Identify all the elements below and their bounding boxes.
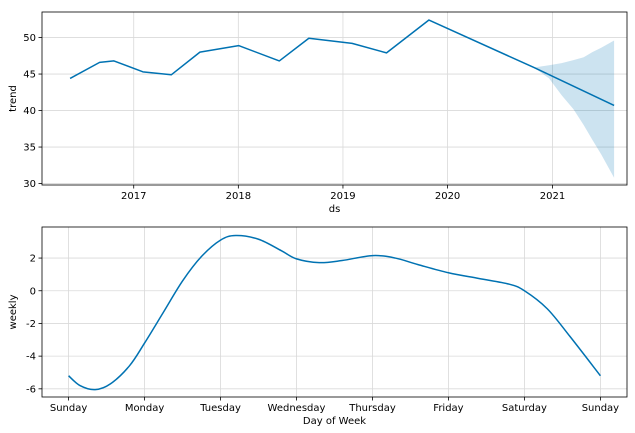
trend-uncertainty-band — [533, 40, 615, 178]
y-tick-label: 30 — [23, 179, 36, 190]
trend-line — [69, 19, 615, 107]
trend-x-axis-label: ds — [329, 204, 341, 215]
x-tick-label: Wednesday — [268, 403, 326, 414]
x-tick-label: Sunday — [582, 403, 619, 414]
weekly-y-axis-label: weekly — [8, 294, 19, 329]
weekly-ticks: Sunday Monday Tuesday Wednesday Thursday Frid… — [26, 254, 619, 414]
x-tick-label: Friday — [433, 403, 463, 414]
x-tick-label: Tuesday — [199, 403, 241, 414]
weekly-plot-frame — [41, 226, 628, 398]
weekly-panel: Sunday Monday Tuesday Wednesday Thursday Frid… — [8, 226, 628, 427]
y-tick-label: -6 — [26, 384, 36, 395]
trend-ticks: 2017 2018 2019 2020 2021 30 35 40 45 50 — [23, 33, 565, 202]
y-tick-label: 0 — [30, 286, 36, 297]
weekly-x-axis-label: Day of Week — [303, 416, 366, 427]
x-tick-label: 2018 — [226, 191, 251, 202]
trend-grid — [42, 12, 627, 185]
x-tick-label: Monday — [125, 403, 165, 414]
x-tick-label: 2017 — [121, 191, 146, 202]
x-tick-label: Saturday — [502, 403, 547, 414]
y-tick-label: -2 — [26, 319, 36, 330]
y-tick-label: 45 — [23, 70, 36, 81]
y-tick-label: 40 — [23, 106, 36, 117]
trend-y-axis-label: trend — [8, 85, 19, 112]
y-tick-label: -4 — [26, 352, 36, 363]
y-tick-label: 2 — [30, 254, 36, 265]
trend-panel: 2017 2018 2019 2020 2021 30 35 40 45 50 ds trend — [8, 11, 628, 215]
weekly-grid — [42, 227, 627, 397]
x-tick-label: 2020 — [435, 191, 460, 202]
y-tick-label: 50 — [23, 33, 36, 44]
x-tick-label: Thursday — [348, 403, 396, 414]
trend-plot-frame — [41, 11, 628, 186]
y-tick-label: 35 — [23, 143, 36, 154]
weekly-line — [68, 234, 602, 391]
x-tick-label: Sunday — [50, 403, 87, 414]
x-tick-label: 2021 — [540, 191, 565, 202]
x-tick-label: 2019 — [330, 191, 355, 202]
